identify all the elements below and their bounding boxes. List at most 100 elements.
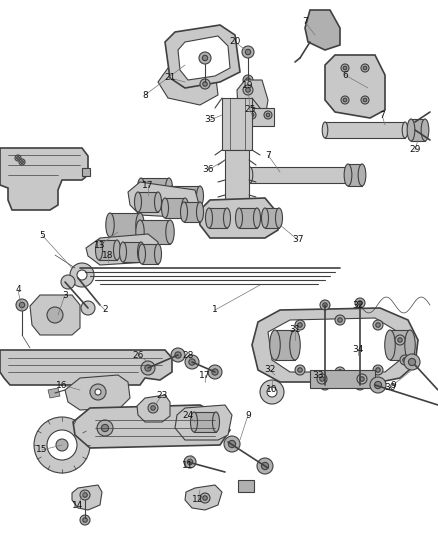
Ellipse shape [197, 186, 204, 206]
Text: 32: 32 [264, 366, 276, 375]
Circle shape [408, 358, 416, 366]
Bar [222, 98, 252, 150]
Circle shape [17, 157, 19, 159]
Circle shape [298, 323, 302, 327]
Circle shape [343, 98, 347, 102]
Bar [246, 108, 274, 126]
Polygon shape [110, 213, 140, 237]
Circle shape [141, 361, 155, 375]
Circle shape [357, 374, 367, 384]
Text: 32: 32 [352, 301, 364, 310]
Circle shape [257, 458, 273, 474]
Polygon shape [209, 208, 227, 228]
Ellipse shape [322, 122, 328, 138]
Polygon shape [239, 208, 257, 228]
Circle shape [335, 367, 345, 377]
Circle shape [355, 380, 365, 390]
Ellipse shape [402, 122, 408, 138]
Circle shape [203, 82, 207, 86]
Ellipse shape [166, 178, 173, 198]
Text: 37: 37 [292, 236, 304, 245]
Circle shape [395, 335, 405, 345]
Circle shape [19, 302, 25, 308]
Text: 14: 14 [72, 500, 84, 510]
Ellipse shape [236, 208, 243, 228]
Circle shape [266, 113, 270, 117]
Circle shape [376, 368, 380, 372]
Circle shape [15, 155, 21, 161]
Ellipse shape [181, 198, 188, 218]
Ellipse shape [290, 330, 300, 360]
Circle shape [358, 301, 362, 305]
Polygon shape [305, 10, 340, 50]
Polygon shape [275, 330, 295, 360]
Polygon shape [137, 395, 170, 422]
Text: 6: 6 [342, 70, 348, 79]
Circle shape [243, 85, 253, 95]
Circle shape [341, 64, 349, 72]
Circle shape [250, 110, 254, 114]
Circle shape [83, 518, 87, 522]
Ellipse shape [270, 330, 280, 360]
Ellipse shape [134, 192, 141, 212]
Text: 9: 9 [390, 381, 396, 390]
Circle shape [267, 387, 277, 397]
Circle shape [245, 49, 251, 55]
Polygon shape [0, 148, 88, 210]
Ellipse shape [155, 244, 162, 264]
Circle shape [298, 368, 302, 372]
Ellipse shape [136, 220, 144, 244]
Circle shape [358, 383, 362, 387]
Text: 13: 13 [94, 240, 106, 249]
Circle shape [198, 76, 202, 80]
Circle shape [376, 323, 380, 327]
Ellipse shape [344, 164, 352, 186]
Polygon shape [194, 412, 216, 432]
Ellipse shape [421, 119, 429, 141]
Text: 18: 18 [102, 251, 114, 260]
Text: 30: 30 [384, 384, 396, 392]
Circle shape [246, 88, 250, 92]
Polygon shape [86, 234, 158, 265]
Circle shape [81, 301, 95, 315]
Circle shape [95, 389, 101, 395]
Polygon shape [325, 55, 385, 118]
Ellipse shape [120, 242, 127, 262]
Polygon shape [65, 375, 130, 410]
Circle shape [360, 377, 364, 381]
Ellipse shape [169, 186, 176, 206]
Circle shape [260, 380, 284, 404]
Ellipse shape [138, 244, 145, 264]
Polygon shape [165, 25, 240, 88]
Polygon shape [325, 122, 405, 138]
Circle shape [34, 417, 90, 473]
Polygon shape [178, 36, 230, 80]
Circle shape [212, 369, 218, 375]
Bar [225, 150, 249, 200]
Circle shape [80, 515, 90, 525]
Polygon shape [72, 485, 102, 510]
Polygon shape [30, 295, 80, 335]
Ellipse shape [276, 208, 283, 228]
Bar [310, 370, 375, 388]
Circle shape [185, 355, 199, 369]
Circle shape [200, 493, 210, 503]
Bar [82, 168, 90, 176]
Circle shape [175, 352, 181, 358]
Text: 9: 9 [245, 410, 251, 419]
Circle shape [77, 270, 87, 280]
Polygon shape [165, 198, 185, 218]
Polygon shape [48, 388, 60, 398]
Circle shape [90, 384, 106, 400]
Circle shape [338, 370, 342, 374]
Text: 4: 4 [15, 286, 21, 295]
Circle shape [404, 354, 420, 370]
Ellipse shape [358, 164, 366, 186]
Circle shape [374, 382, 381, 389]
Circle shape [197, 420, 213, 436]
Circle shape [323, 303, 327, 307]
Polygon shape [73, 405, 230, 448]
Polygon shape [265, 208, 279, 228]
Circle shape [187, 459, 193, 465]
Circle shape [200, 79, 210, 89]
